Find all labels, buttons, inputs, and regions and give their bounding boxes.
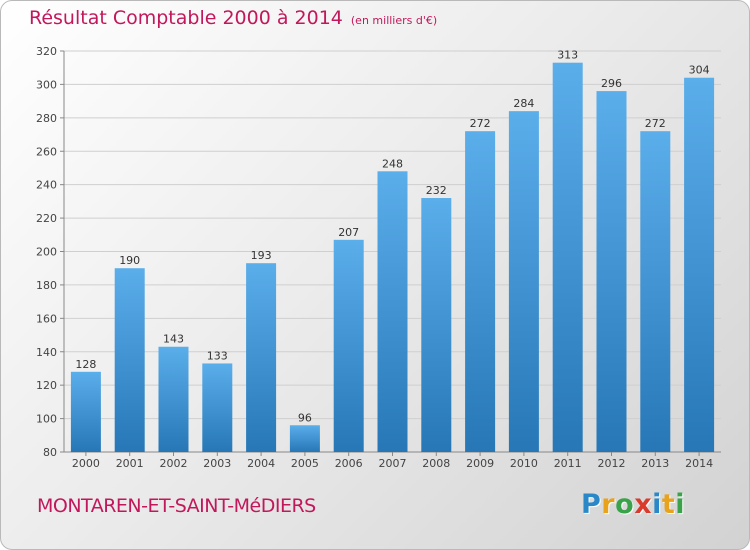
y-tick-label: 220 xyxy=(36,212,57,225)
x-tick-label: 2000 xyxy=(72,457,100,470)
chart-subtitle: (en milliers d'€) xyxy=(350,14,438,27)
x-tick-label: 2007 xyxy=(379,457,407,470)
y-tick-label: 120 xyxy=(36,379,57,392)
bar xyxy=(333,239,364,452)
data-label: 143 xyxy=(163,333,184,346)
data-label: 128 xyxy=(75,358,96,371)
chart-title-text: Résultat Comptable 2000 à 2014 xyxy=(29,7,343,29)
data-label: 207 xyxy=(338,226,359,239)
x-tick-label: 2009 xyxy=(466,457,494,470)
x-tick-label: 2014 xyxy=(685,457,713,470)
logo-letter: x xyxy=(634,489,653,520)
logo-letter: t xyxy=(661,489,676,520)
y-tick-label: 180 xyxy=(36,279,57,292)
bar xyxy=(246,263,277,452)
x-tick-label: 2006 xyxy=(335,457,363,470)
bar xyxy=(289,425,320,452)
x-tick-label: 2012 xyxy=(598,457,626,470)
y-tick-label: 160 xyxy=(36,312,57,325)
x-tick-label: 2004 xyxy=(247,457,275,470)
x-tick-label: 2008 xyxy=(422,457,450,470)
proxiti-logo: Proxiti xyxy=(581,489,685,520)
logo-letter: i xyxy=(675,489,686,520)
x-tick-label: 2003 xyxy=(203,457,231,470)
labels: 2000 128 2001 190 2002 143 2003 133 2004 193 2005 9… xyxy=(72,49,713,470)
x-tick-label: 2005 xyxy=(291,457,319,470)
data-label: 133 xyxy=(207,349,228,362)
place-name: MONTAREN-ET-SAINT-MéDIERS xyxy=(37,495,316,517)
y-tick-label: 320 xyxy=(36,45,57,58)
logo-letter: r xyxy=(601,489,616,520)
y-tick-label: 300 xyxy=(36,78,57,91)
data-label: 272 xyxy=(645,117,666,130)
chart-title: Résultat Comptable 2000 à 2014 (en millie… xyxy=(29,7,437,29)
bar xyxy=(114,268,145,452)
x-tick-label: 2002 xyxy=(160,457,188,470)
x-tick-label: 2011 xyxy=(554,457,582,470)
logo-letter: o xyxy=(615,489,635,520)
y-tick-label: 260 xyxy=(36,145,57,158)
data-label: 304 xyxy=(689,64,710,77)
x-tick-label: 2013 xyxy=(641,457,669,470)
logo-letter: P xyxy=(581,489,602,520)
x-tick-label: 2010 xyxy=(510,457,538,470)
data-label: 272 xyxy=(470,117,491,130)
bars xyxy=(70,62,715,453)
x-tick-label: 2001 xyxy=(116,457,144,470)
bar xyxy=(508,111,539,453)
data-label: 284 xyxy=(513,97,534,110)
bar xyxy=(596,91,627,452)
y-tick-label: 240 xyxy=(36,179,57,192)
data-label: 313 xyxy=(557,49,578,62)
data-label: 190 xyxy=(119,254,140,267)
data-label: 232 xyxy=(426,184,447,197)
bar xyxy=(377,171,408,453)
bar xyxy=(202,363,233,452)
data-label: 248 xyxy=(382,157,403,170)
bar xyxy=(552,62,583,453)
bar xyxy=(465,131,496,452)
bar xyxy=(421,198,452,452)
bar xyxy=(640,131,671,452)
y-tick-label: 200 xyxy=(36,246,57,259)
y-tick-label: 140 xyxy=(36,346,57,359)
bar xyxy=(70,371,101,452)
data-label: 193 xyxy=(251,249,272,262)
data-label: 96 xyxy=(298,411,312,424)
y-tick-label: 80 xyxy=(43,446,57,459)
logo-letter: i xyxy=(652,489,662,520)
y-tick-label: 280 xyxy=(36,112,57,125)
bar xyxy=(158,346,189,452)
bar xyxy=(684,77,715,452)
data-label: 296 xyxy=(601,77,622,90)
y-tick-label: 100 xyxy=(36,413,57,426)
